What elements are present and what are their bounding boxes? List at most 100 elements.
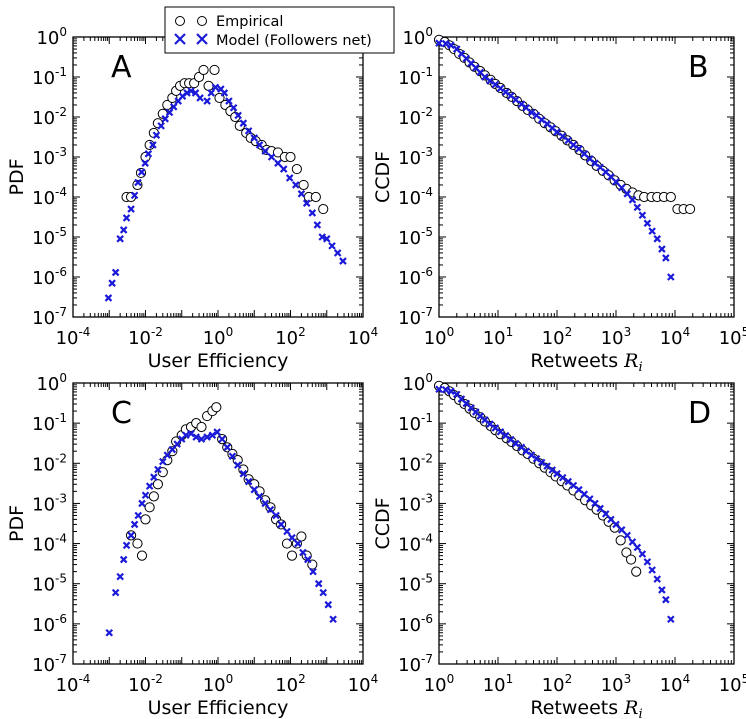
model-point [197, 435, 206, 443]
empirical-point [193, 71, 205, 83]
y-tick-base: 10 [32, 108, 55, 129]
model-point [648, 566, 656, 574]
empirical-point [318, 203, 329, 215]
y-tick-base: 10 [398, 414, 421, 435]
panel-letter: C [111, 396, 132, 431]
model-point [441, 385, 450, 394]
empirical-point [298, 179, 309, 191]
x-tick-base: 10 [275, 675, 298, 696]
model-point [218, 435, 226, 443]
model-point [628, 538, 637, 546]
y-tick-exponent: -3 [421, 145, 433, 159]
model-point [304, 555, 312, 564]
model-point [234, 111, 242, 120]
model-point [285, 174, 294, 182]
y-axis-label: PDF [6, 505, 28, 542]
model-point [662, 254, 670, 262]
y-tick-label: 10-2 [398, 451, 433, 475]
y-tick-base: 10 [398, 494, 421, 515]
x-tick-exponent: 0 [226, 325, 234, 339]
model-point [134, 178, 142, 187]
series-model [104, 83, 347, 302]
y-tick-exponent: 0 [425, 25, 433, 39]
model-point [279, 165, 288, 173]
model-point [233, 461, 242, 469]
x-axis-label-subscript: i [638, 360, 642, 375]
x-tick-label: 10-2 [128, 672, 163, 696]
x-tick-base: 10 [128, 675, 151, 696]
y-tick-label: 10-6 [398, 612, 433, 636]
x-axis-label-text: Retweets [530, 697, 618, 719]
model-point [322, 235, 331, 243]
x-tick-exponent: 2 [298, 325, 306, 339]
y-tick-base: 10 [32, 454, 55, 475]
model-point [441, 39, 450, 48]
x-tick-base: 10 [601, 328, 624, 349]
y-tick-exponent: -1 [55, 411, 67, 425]
model-point [250, 134, 259, 142]
model-point [149, 141, 157, 149]
chart-panel-d: 100 101 102 103 104 10510010-110-210-310-410-… [372, 371, 746, 719]
x-axis-label: User Efficiency [148, 697, 289, 719]
model-point [105, 628, 114, 637]
y-tick-label: 10-1 [32, 65, 67, 89]
legend-label-empirical: Empirical [216, 14, 283, 30]
x-axis-label-variable: R [623, 697, 638, 719]
empirical-point [272, 147, 284, 158]
x-tick-base: 10 [275, 328, 298, 349]
model-point [119, 555, 128, 564]
model-point [648, 227, 656, 235]
x-axis-label: User Efficiency [148, 350, 289, 372]
y-tick-label: 10-4 [398, 532, 433, 556]
y-tick-base: 10 [398, 148, 421, 169]
model-point [580, 490, 589, 498]
x-tick-exponent: 4 [683, 325, 691, 339]
y-tick-base: 10 [32, 535, 55, 556]
y-ticks [439, 382, 734, 665]
model-point [141, 491, 150, 500]
model-point [159, 457, 167, 466]
empirical-point [285, 151, 296, 163]
y-tick-base: 10 [32, 414, 55, 435]
empirical-point [132, 179, 143, 191]
y-tick-base: 10 [32, 575, 55, 596]
model-point [653, 235, 662, 243]
y-ticks [73, 382, 363, 665]
y-tick-exponent: -5 [421, 225, 433, 239]
model-point [612, 178, 620, 186]
model-point [607, 515, 615, 524]
y-tick-label: 10-7 [32, 652, 67, 676]
y-axis-label: CCDF [372, 497, 394, 549]
legend-marker-empirical [197, 16, 207, 26]
model-point [288, 533, 296, 542]
y-tick-exponent: -3 [55, 491, 67, 505]
model-point [144, 150, 153, 158]
model-point [667, 615, 675, 624]
model-point [192, 433, 200, 441]
x-tick-label: 103 [601, 325, 632, 349]
model-point [623, 190, 632, 198]
x-tick-exponent: 2 [298, 672, 306, 686]
model-point [308, 209, 317, 217]
empirical-point [621, 547, 632, 558]
y-tick-label: 100 [402, 25, 433, 49]
empirical-point [196, 421, 207, 433]
y-tick-exponent: 0 [59, 25, 67, 39]
model-point [435, 385, 443, 393]
model-point [111, 588, 120, 597]
model-point [339, 257, 347, 265]
x-tick-exponent: 2 [565, 325, 573, 339]
model-point [277, 520, 285, 529]
model-point [187, 87, 195, 95]
y-tick-base: 10 [32, 494, 55, 515]
y-tick-exponent: -2 [55, 105, 67, 119]
y-tick-base: 10 [32, 268, 55, 289]
x-tick-exponent: 1 [506, 672, 514, 686]
x-tick-label: 101 [483, 325, 514, 349]
y-tick-label: 10-1 [398, 65, 433, 89]
x-tick-label: 102 [275, 325, 306, 349]
model-point [658, 586, 666, 594]
series-model [435, 385, 675, 624]
model-point [203, 433, 211, 441]
y-tick-label: 10-6 [398, 265, 433, 289]
